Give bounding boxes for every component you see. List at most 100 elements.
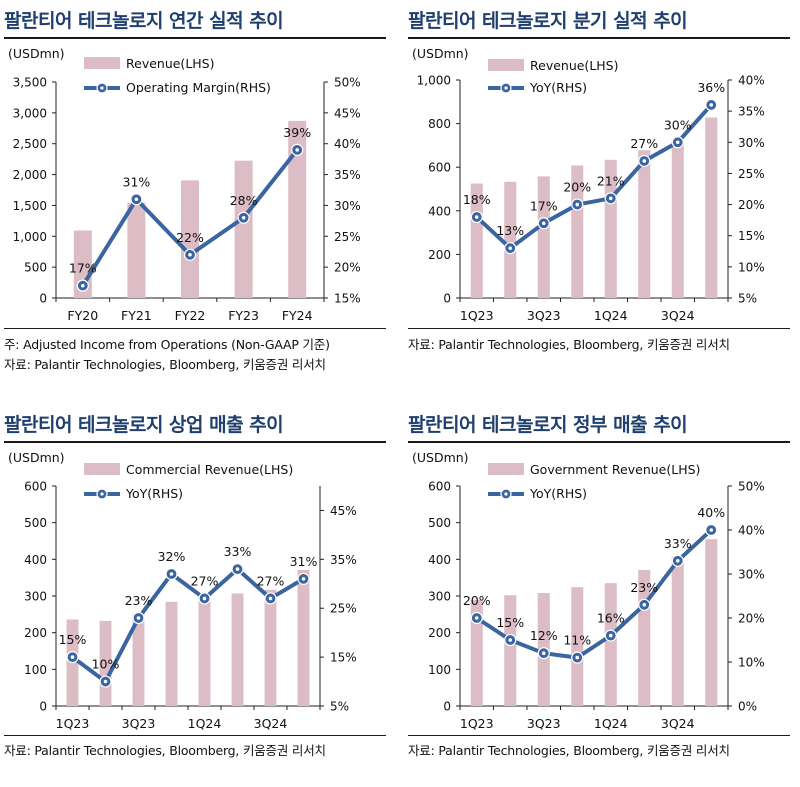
revenue-bar (198, 596, 211, 706)
data-label: 16% (597, 611, 625, 626)
right-tick-label: 20% (738, 612, 765, 626)
left-tick-label: 3,500 (13, 76, 47, 90)
x-tick-label: FY21 (121, 308, 152, 323)
left-tick-label: 1,000 (417, 74, 451, 88)
x-tick-label: FY24 (282, 308, 313, 323)
right-tick-label: 20% (334, 261, 361, 275)
source-divider (4, 328, 386, 329)
revenue-bar (705, 539, 718, 706)
x-tick-label: FY23 (228, 308, 259, 323)
line-marker-dot (474, 215, 479, 219)
revenue-bar (671, 139, 684, 298)
chart-annual: (USDmn) 0 500 1,000 1,500 2,000 2,500 3,000 3,50… (8, 46, 361, 323)
line-marker-dot (575, 655, 580, 660)
left-tick-label: 400 (428, 553, 451, 567)
data-label: 18% (463, 192, 491, 207)
right-tick-label: 25% (330, 602, 357, 616)
revenue-bar (264, 589, 277, 706)
right-tick-label: 35% (330, 553, 357, 567)
source-divider (408, 328, 790, 329)
unit-label: (USDmn) (412, 450, 469, 465)
revenue-bar (234, 160, 253, 298)
chart-commercial: (USDmn) 0 100 200 300 400 500 600 5% 15% 25% 35% 45%… (8, 450, 357, 731)
left-tick-label: 400 (428, 204, 451, 218)
x-tick-label: 1Q24 (188, 716, 222, 731)
panel-title: 팔란티어 테크놀로지 분기 실적 추이 (408, 10, 688, 32)
right-tick-label: 10% (738, 656, 765, 670)
unit-label: (USDmn) (8, 450, 65, 465)
data-label: 31% (123, 174, 151, 189)
x-tick-label: 3Q23 (527, 308, 561, 323)
line-marker-dot (575, 202, 580, 207)
data-label: 27% (191, 573, 219, 588)
right-tick-label: 30% (738, 136, 765, 150)
line-marker-dot (268, 596, 273, 601)
revenue-bar (132, 613, 145, 706)
line-marker-dot (508, 638, 513, 642)
x-tick-label: 1Q23 (56, 716, 90, 731)
revenue-bar (604, 583, 617, 706)
data-label: 23% (125, 593, 153, 608)
legend-bar-label: Commercial Revenue(LHS) (126, 462, 293, 477)
x-tick-label: 1Q23 (460, 716, 494, 731)
right-tick-label: 35% (738, 105, 765, 119)
line-marker-dot (474, 616, 479, 620)
revenue-bar (504, 181, 517, 298)
line-marker-dot (541, 221, 546, 226)
line-marker-dot (675, 140, 680, 145)
left-tick-label: 200 (428, 626, 451, 640)
right-tick-label: 30% (334, 199, 361, 213)
data-label: 15% (496, 615, 524, 630)
right-tick-label: 15% (330, 651, 357, 665)
title-divider (408, 37, 790, 39)
line-marker-dot (188, 253, 192, 257)
right-tick-label: 15% (738, 229, 765, 243)
legend-line-label: Operating Margin(RHS) (126, 80, 271, 95)
left-tick-label: 500 (428, 516, 451, 530)
right-tick-label: 5% (330, 700, 349, 714)
data-label: 17% (69, 261, 97, 276)
left-tick-label: 0 (39, 700, 47, 714)
data-label: 11% (563, 633, 591, 648)
right-tick-label: 35% (334, 168, 361, 182)
legend-bar-swatch (84, 463, 120, 475)
title-divider (4, 37, 386, 39)
x-tick-label: 1Q24 (594, 308, 628, 323)
yoy-line (475, 103, 713, 251)
x-tick-label: 3Q23 (527, 716, 561, 731)
right-tick-label: 10% (738, 260, 765, 274)
unit-label: (USDmn) (412, 46, 469, 61)
line-marker-dot (134, 197, 139, 202)
line-marker-dot (235, 567, 240, 571)
data-label: 20% (563, 180, 591, 195)
revenue-bar (537, 176, 550, 298)
data-label: 13% (496, 223, 524, 238)
source-divider (4, 735, 386, 736)
x-tick-label: 1Q24 (594, 716, 628, 731)
chart-quarterly: (USDmn) 0 200 400 600 800 1,000 5% 10% 15% 20% 25% 3… (412, 46, 765, 323)
line-marker-dot (608, 196, 613, 201)
revenue-bar (181, 180, 199, 298)
left-tick-label: 0 (443, 292, 451, 306)
right-tick-label: 25% (334, 230, 361, 244)
left-tick-label: 0 (443, 700, 451, 714)
line-marker-dot (709, 528, 714, 532)
x-tick-label: 3Q24 (254, 716, 288, 731)
left-tick-label: 300 (428, 590, 451, 604)
panel-title: 팔란티어 테크놀로지 상업 매출 추이 (4, 414, 284, 436)
right-tick-label: 0% (738, 700, 757, 714)
legend-bar-swatch (488, 463, 524, 475)
right-tick-label: 5% (738, 292, 757, 306)
data-label: 17% (530, 198, 558, 213)
data-label: 22% (176, 230, 204, 245)
data-label: 36% (697, 80, 725, 95)
line-marker-dot (169, 572, 174, 576)
revenue-bar (571, 165, 584, 298)
line-marker-dot (508, 246, 513, 250)
revenue-bar (504, 595, 517, 706)
legend-line-marker-dot (504, 86, 508, 90)
x-tick-label: 3Q24 (661, 308, 695, 323)
legend-line-label: YoY(RHS) (529, 486, 587, 501)
x-tick-label: 3Q23 (122, 716, 156, 731)
unit-label: (USDmn) (8, 46, 65, 61)
